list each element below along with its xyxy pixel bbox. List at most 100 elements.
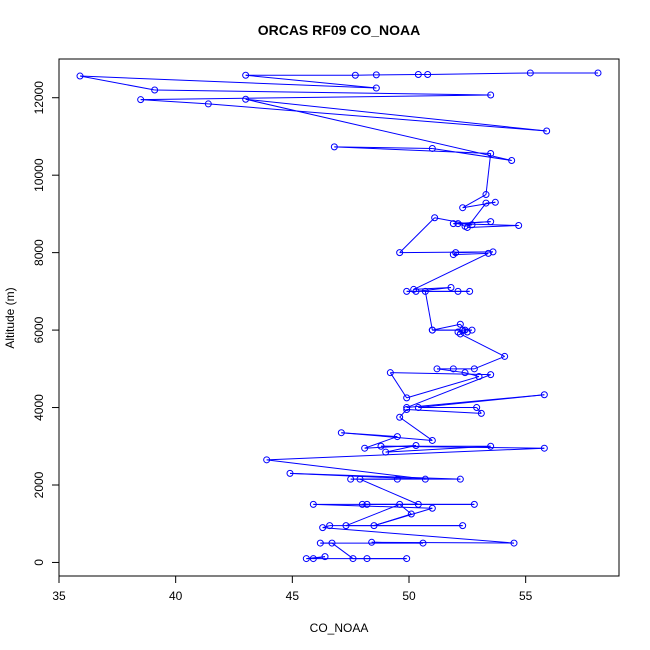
series-line-segment <box>266 447 545 461</box>
x-tick-label: 50 <box>402 589 416 603</box>
x-axis: 35 40 45 50 55 <box>52 575 533 603</box>
series-line-segment <box>245 74 377 89</box>
data-point <box>76 72 84 80</box>
data-point <box>286 469 294 477</box>
chart-title: ORCAS RF09 CO_NOAA <box>258 22 421 38</box>
data-point <box>151 86 159 94</box>
data-point <box>487 442 495 450</box>
data-point <box>421 287 429 295</box>
data-point <box>428 144 436 152</box>
data-point <box>459 522 467 530</box>
series-line-segment <box>359 478 419 505</box>
data-point <box>403 555 411 563</box>
series-line-segment <box>245 98 512 161</box>
series-line-segment <box>313 556 326 560</box>
x-tick-label: 35 <box>52 589 66 603</box>
data-point <box>403 405 411 413</box>
data-point <box>396 249 404 257</box>
data-point <box>403 394 411 402</box>
series-line-segment <box>457 223 466 227</box>
data-point <box>414 500 422 508</box>
data-point <box>489 248 497 256</box>
data-point <box>477 409 485 417</box>
data-point <box>386 369 394 377</box>
data-point <box>452 249 460 257</box>
series-line-segment <box>373 513 412 527</box>
series-line-segment <box>289 472 461 480</box>
data-point <box>431 214 439 222</box>
y-tick-label: 4000 <box>32 394 46 421</box>
data-point <box>347 475 355 483</box>
data-point <box>482 191 490 199</box>
series-line-segment <box>399 503 412 515</box>
data-point <box>403 287 411 295</box>
series-line-segment <box>334 146 491 154</box>
data-point <box>468 326 476 334</box>
data-point <box>449 220 457 228</box>
series-line-segment <box>364 436 398 449</box>
data-point <box>428 504 436 512</box>
data-point <box>463 328 471 336</box>
data-point <box>540 391 548 399</box>
data-point <box>487 91 495 99</box>
data-point <box>361 444 369 452</box>
series-line-segment <box>322 527 515 544</box>
data-point <box>414 70 422 78</box>
data-point <box>433 365 441 373</box>
data-point <box>484 249 492 257</box>
series-line-segment <box>140 99 209 105</box>
series-line-segment <box>406 374 491 409</box>
y-tick-label: 0 <box>32 559 46 566</box>
data-point <box>447 283 455 291</box>
data-point <box>337 429 345 437</box>
data-point <box>526 69 534 77</box>
series-line-segment <box>154 89 491 96</box>
series-line-segment <box>313 503 433 509</box>
data-point <box>487 218 495 226</box>
data-point <box>456 330 464 338</box>
data-point <box>428 436 436 444</box>
data-point <box>326 522 334 530</box>
data-point <box>466 287 474 295</box>
y-tick-label: 8000 <box>32 239 46 266</box>
data-point <box>242 71 250 79</box>
data-point <box>594 69 602 77</box>
series-line-segment <box>474 355 505 370</box>
data-point <box>461 369 469 377</box>
data-point <box>370 522 378 530</box>
data-point <box>470 500 478 508</box>
series-line-segment <box>424 291 433 331</box>
series-line-segment <box>427 72 531 75</box>
data-point <box>449 365 457 373</box>
data-point <box>482 199 490 207</box>
data-point <box>403 404 411 412</box>
data-point <box>510 539 518 547</box>
data-point <box>368 538 376 546</box>
data-point <box>316 539 324 547</box>
series-line-segment <box>455 251 494 254</box>
series-line-segment <box>345 503 400 527</box>
series-line-segment <box>79 75 155 91</box>
y-tick-label: 10000 <box>32 158 46 192</box>
y-tick-label: 6000 <box>32 316 46 343</box>
series-line-segment <box>467 225 519 228</box>
data-point <box>342 522 350 530</box>
data-point <box>421 475 429 483</box>
series-line-segment <box>462 194 487 209</box>
data-point <box>330 143 338 151</box>
series-line-segment <box>406 376 480 399</box>
data-point <box>461 222 469 230</box>
y-tick-label: 12000 <box>32 81 46 115</box>
y-tick-label: 2000 <box>32 471 46 498</box>
series-line-segment <box>390 372 491 376</box>
data-point <box>242 95 250 103</box>
data-point <box>456 320 464 328</box>
data-point <box>309 555 317 563</box>
series-line-segment <box>341 432 398 438</box>
series-line-segment <box>476 407 482 414</box>
data-point <box>454 328 462 336</box>
series-line-segment <box>460 333 505 357</box>
data-point <box>412 287 420 295</box>
series-line-segment <box>380 445 545 449</box>
